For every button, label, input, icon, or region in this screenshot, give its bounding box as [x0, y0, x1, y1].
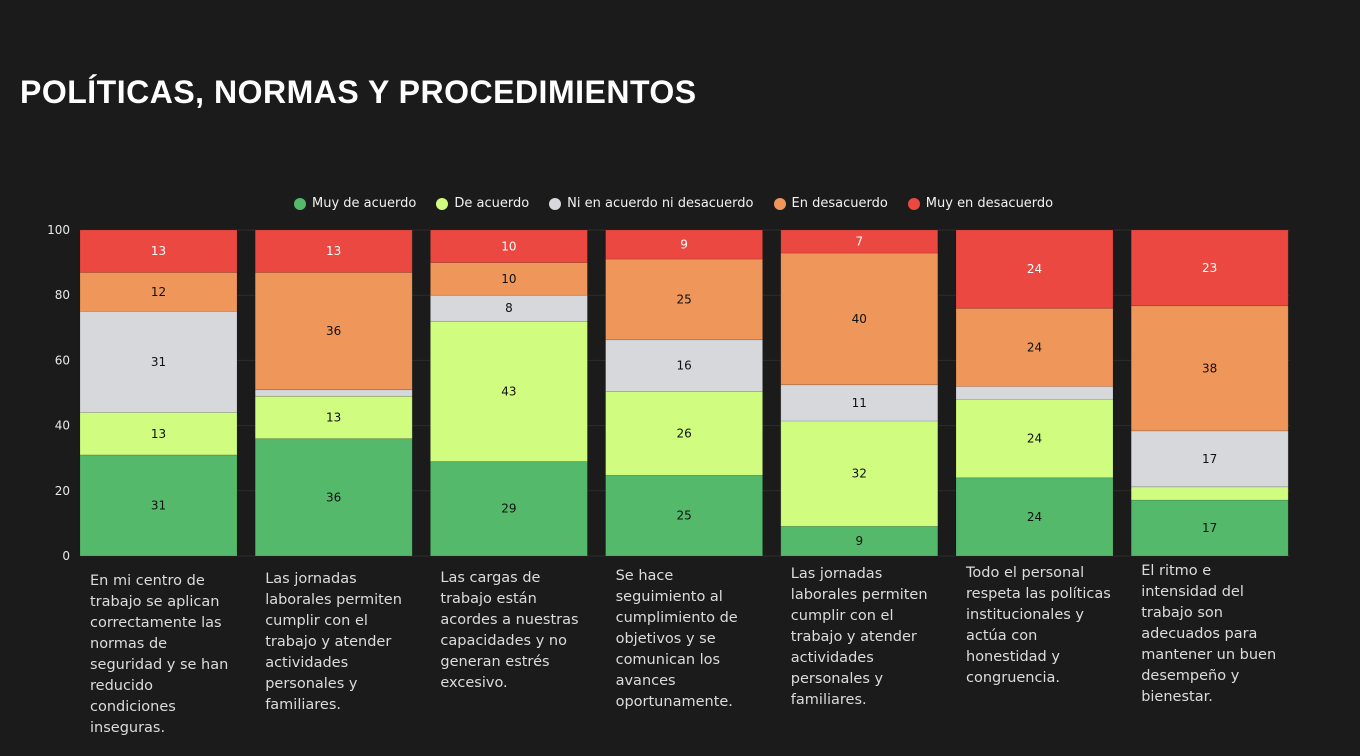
bar-segment [780, 420, 939, 527]
data-label: 29 [501, 502, 516, 516]
data-label: 7 [855, 235, 863, 249]
bar-segment [429, 461, 588, 557]
chart-title: POLÍTICAS, NORMAS Y PROCEDIMIENTOS [20, 74, 697, 110]
bar-segment [605, 474, 763, 557]
data-label: 31 [151, 498, 166, 512]
data-label: 13 [151, 427, 166, 441]
data-label: 24 [1027, 432, 1042, 446]
legend-swatch [294, 197, 306, 210]
data-label: 10 [501, 272, 516, 286]
data-label: 23 [1202, 261, 1217, 275]
data-label: 13 [151, 244, 166, 258]
legend-label: Ni en acuerdo ni desacuerdo [567, 196, 754, 211]
y-tick-label: 20 [55, 484, 70, 498]
bar-segment [429, 229, 588, 263]
x-category-label: Las cargas de trabajo están acordes a nu… [440, 569, 579, 691]
data-label: 24 [1027, 510, 1042, 524]
data-label: 8 [505, 301, 513, 315]
y-tick-label: 60 [55, 353, 70, 367]
x-category-label: Se hace seguimiento al cumplimiento de o… [615, 567, 738, 710]
legend-swatch [549, 197, 562, 210]
bar-segment [605, 229, 763, 260]
bar-segment [79, 454, 238, 557]
bar-segment [429, 320, 588, 462]
legend-swatch [436, 197, 449, 210]
y-tick-label: 0 [62, 549, 70, 563]
legend-item: Ni en acuerdo ni desacuerdo [549, 196, 754, 211]
bar-segment [254, 395, 413, 440]
bar-segment [254, 271, 413, 391]
bar-segment [955, 399, 1114, 479]
bar-segment [780, 252, 939, 386]
legend-label: Muy en desacuerdo [925, 196, 1054, 211]
legend-item: Muy en desacuerdo [907, 196, 1054, 211]
bar-segment [254, 438, 413, 557]
data-label: 13 [326, 244, 341, 258]
data-label: 32 [852, 467, 867, 481]
data-label: 43 [501, 384, 516, 398]
x-category-label: En mi centro de trabajo se aplican corre… [90, 573, 229, 736]
bar-segment [780, 384, 939, 422]
data-label: 25 [676, 292, 691, 306]
data-label: 38 [1202, 361, 1217, 375]
data-label: 17 [1202, 452, 1217, 466]
data-label: 26 [676, 426, 691, 440]
bar-segment [955, 307, 1114, 387]
x-category-label: Las jornadas laborales permiten cumplir … [265, 571, 402, 714]
legend-item: En desacuerdo [773, 196, 888, 211]
data-label: 31 [151, 355, 166, 369]
bar-segment [1130, 229, 1289, 307]
bar-segment [254, 389, 413, 397]
data-label: 24 [1027, 262, 1042, 276]
data-label: 40 [852, 312, 867, 326]
bar-segment [1130, 499, 1289, 557]
legend: Muy de acuerdo De acuerdo Ni en acuerdo ni… [294, 196, 1053, 211]
data-label: 12 [151, 285, 166, 299]
bar-segment [79, 412, 238, 456]
bar-segment [1130, 305, 1289, 432]
bar-segment [79, 229, 238, 273]
legend-swatch [907, 197, 920, 210]
data-label: 16 [676, 359, 691, 373]
data-label: 9 [855, 534, 863, 548]
data-label: 25 [676, 509, 691, 523]
data-label: 24 [1027, 340, 1042, 354]
data-label: 17 [1202, 521, 1217, 535]
legend-label: De acuerdo [454, 196, 530, 211]
data-label: 10 [501, 239, 516, 253]
y-tick-label: 80 [55, 288, 70, 302]
bar-segment [79, 311, 238, 413]
y-tick-label: 100 [47, 223, 70, 237]
x-category-label: Las jornadas laborales permiten cumplir … [790, 566, 928, 709]
data-label: 36 [326, 490, 341, 504]
data-label: 13 [326, 410, 341, 424]
data-label: 36 [326, 324, 341, 338]
bar-segment [780, 229, 939, 254]
bar-segment [429, 294, 588, 322]
legend-item: De acuerdo [436, 196, 529, 211]
bar-segment [955, 229, 1114, 309]
bar-segment [605, 258, 763, 341]
bar-segment [955, 477, 1114, 557]
data-label: 11 [852, 396, 867, 410]
y-tick-label: 40 [55, 419, 70, 433]
bar-segment [429, 262, 588, 296]
bar-segment [1130, 486, 1289, 501]
x-category-label: El ritmo e intensidad del trabajo son ad… [1141, 562, 1277, 705]
bar-segment [955, 386, 1114, 400]
bar-segment [605, 339, 763, 392]
legend-swatch [773, 197, 786, 210]
x-category-label: Todo el personal respeta las políticas i… [966, 564, 1111, 686]
legend-label: Muy de acuerdo [312, 196, 417, 211]
data-label: 9 [680, 238, 688, 252]
legend-label: En desacuerdo [791, 196, 888, 211]
bar-segment [780, 525, 939, 557]
bar-segment [254, 229, 413, 273]
legend-item: Muy de acuerdo [294, 196, 416, 211]
bar-segment [605, 390, 763, 476]
